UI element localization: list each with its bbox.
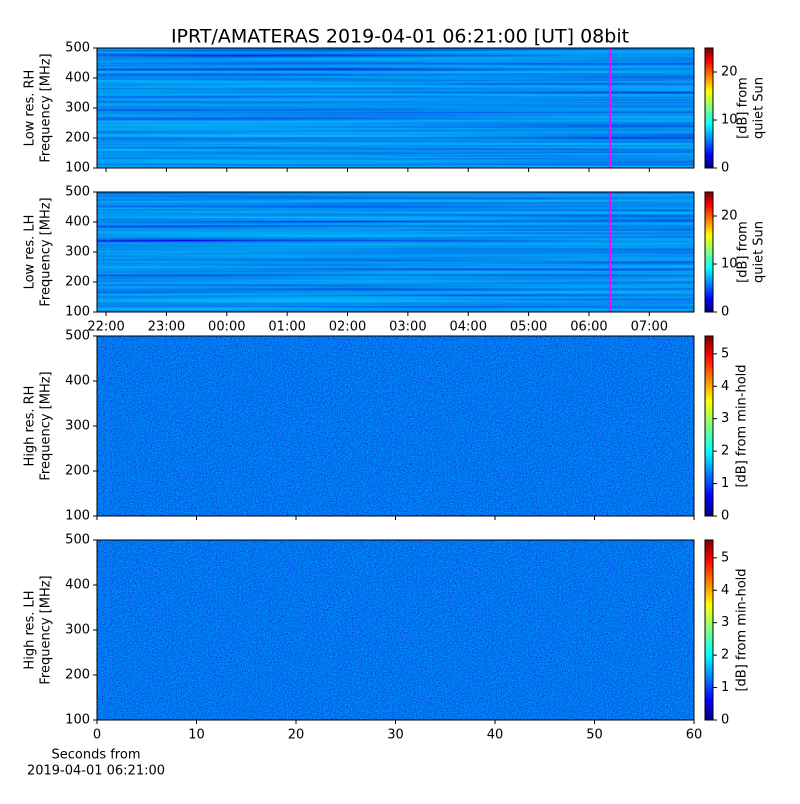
colorbar-tick-label: 10 (721, 257, 738, 272)
x-tick-label: 01:00 (268, 320, 305, 335)
y-axis-label: Low res. RH (23, 70, 38, 147)
colorbar-tick-label: 3 (721, 411, 729, 426)
x-axis-label: 2019-04-01 06:21:00 (27, 764, 165, 779)
x-tick-label: 20 (288, 728, 305, 743)
x-tick-label: 04:00 (450, 320, 487, 335)
spectrogram-texture (97, 192, 694, 312)
colorbar-tick-label: 4 (721, 583, 729, 598)
colorbar-label: [dB] from (736, 77, 751, 139)
y-tick-label: 300 (65, 419, 90, 434)
colorbar-tick-label: 0 (721, 713, 729, 728)
y-tick-label: 400 (65, 215, 90, 230)
y-tick-label: 400 (65, 71, 90, 86)
colorbar-tick-label: 1 (721, 680, 729, 695)
spectrogram-texture (97, 540, 694, 720)
x-tick-label: 05:00 (510, 320, 547, 335)
y-axis-label: Low res. LH (23, 215, 38, 290)
colorbar-label: [dB] from (736, 221, 751, 283)
y-axis-label: High res. LH (23, 590, 38, 669)
colorbar (704, 47, 714, 169)
y-tick-label: 400 (65, 578, 90, 593)
y-axis-label: High res. RH (23, 386, 38, 467)
colorbar-label: [dB] from min-hold (735, 364, 750, 487)
colorbar-tick-label: 3 (721, 615, 729, 630)
colorbar-tick-label: 0 (721, 161, 729, 176)
colorbar-tick-label: 10 (721, 113, 738, 128)
x-tick-label: 02:00 (329, 320, 366, 335)
x-tick-label: 10 (188, 728, 205, 743)
x-tick-label: 0 (93, 728, 101, 743)
colorbar-tick-label: 4 (721, 379, 729, 394)
y-axis-label: Frequency [MHz] (39, 53, 54, 162)
y-tick-label: 500 (65, 41, 90, 56)
colorbar-label: quiet Sun (752, 221, 767, 283)
x-tick-label: 40 (487, 728, 504, 743)
y-tick-label: 400 (65, 374, 90, 389)
x-tick-label: 06:00 (570, 320, 607, 335)
colorbar-tick-label: 2 (721, 444, 729, 459)
x-tick-label: 22:00 (87, 320, 124, 335)
colorbar (704, 335, 714, 517)
y-tick-label: 300 (65, 623, 90, 638)
spectrogram-texture (97, 336, 694, 516)
x-tick-label: 23:00 (148, 320, 185, 335)
y-tick-label: 300 (65, 101, 90, 116)
colorbar-tick-label: 20 (721, 65, 738, 80)
figure-title: IPRT/AMATERAS 2019-04-01 06:21:00 [UT] 0… (171, 26, 629, 48)
y-axis-label: Frequency [MHz] (39, 371, 54, 480)
y-tick-label: 100 (65, 509, 90, 524)
colorbar-tick-label: 5 (721, 346, 729, 361)
x-tick-label: 50 (586, 728, 603, 743)
colorbar-tick-label: 1 (721, 476, 729, 491)
y-axis-label: Frequency [MHz] (39, 197, 54, 306)
x-tick-label: 30 (387, 728, 404, 743)
y-tick-label: 500 (65, 533, 90, 548)
colorbar-label: quiet Sun (752, 77, 767, 139)
x-tick-label: 60 (686, 728, 703, 743)
colorbar (704, 539, 714, 721)
y-tick-label: 200 (65, 131, 90, 146)
y-tick-label: 100 (65, 305, 90, 320)
x-tick-label: 00:00 (208, 320, 245, 335)
colorbar-tick-label: 5 (721, 550, 729, 565)
y-axis-label: Frequency [MHz] (39, 575, 54, 684)
y-tick-label: 100 (65, 713, 90, 728)
y-tick-label: 500 (65, 329, 90, 344)
colorbar-tick-label: 20 (721, 209, 738, 224)
y-tick-label: 100 (65, 161, 90, 176)
spectrogram-texture (97, 48, 694, 168)
colorbar (704, 191, 714, 313)
y-tick-label: 200 (65, 464, 90, 479)
y-tick-label: 300 (65, 245, 90, 260)
y-tick-label: 200 (65, 275, 90, 290)
x-tick-label: 03:00 (389, 320, 426, 335)
y-tick-label: 200 (65, 668, 90, 683)
colorbar-label: [dB] from min-hold (735, 568, 750, 691)
y-tick-label: 500 (65, 185, 90, 200)
x-tick-label: 07:00 (631, 320, 668, 335)
x-axis-label: Seconds from (51, 748, 140, 763)
colorbar-tick-label: 0 (721, 509, 729, 524)
colorbar-tick-label: 2 (721, 648, 729, 663)
colorbar-tick-label: 0 (721, 305, 729, 320)
